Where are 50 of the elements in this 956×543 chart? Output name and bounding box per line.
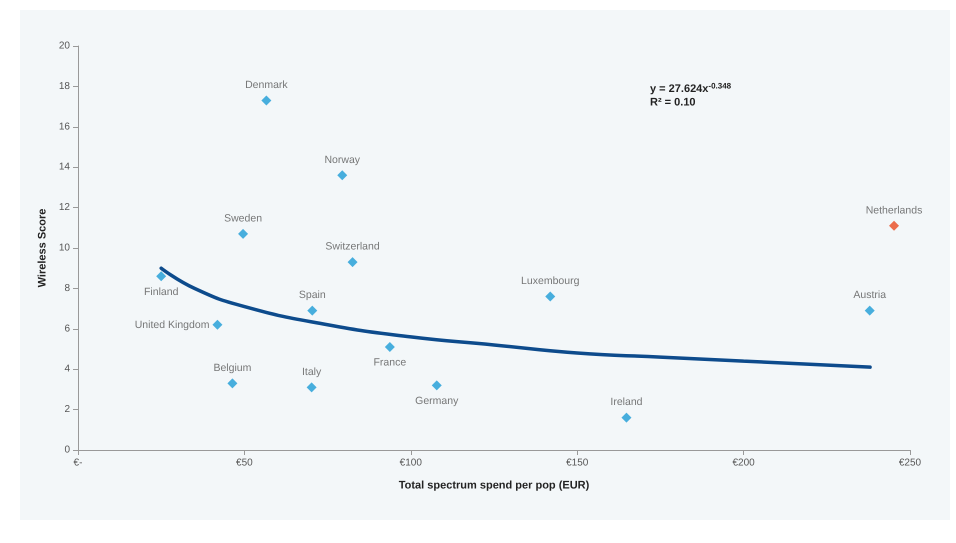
x-axis-title: Total spectrum spend per pop (EUR): [398, 480, 590, 492]
x-tick-label: €50: [236, 458, 254, 468]
point: [432, 380, 442, 390]
y-tick-label: 12: [58, 202, 70, 214]
point: [238, 228, 248, 239]
annotation: Denmark: [245, 79, 288, 92]
point: [337, 170, 348, 180]
point: [227, 378, 238, 388]
y-tick-label: 4: [64, 364, 70, 375]
y-tick-label: 20: [58, 40, 70, 52]
annotation: Sweden: [224, 212, 262, 224]
annotation: Netherlands: [866, 204, 922, 216]
y-tick-label: 14: [58, 162, 70, 173]
y-tick-label: 6: [64, 323, 70, 334]
annotation: R² = 0.10: [650, 96, 696, 108]
annotation: France: [373, 356, 406, 368]
point: [621, 412, 632, 423]
point: [306, 382, 317, 392]
annotation: Ireland: [610, 396, 643, 408]
annotation: Finland: [144, 286, 179, 298]
annotation: Norway: [324, 154, 361, 166]
point: [156, 271, 166, 282]
y-tick-label: 18: [58, 80, 70, 92]
point: [348, 257, 358, 268]
x-tick-label: €100: [400, 458, 422, 468]
annotation: Switzerland: [325, 240, 380, 253]
annotation: Spain: [298, 289, 326, 302]
annotation: United Kingdom: [134, 318, 210, 331]
y-tick-label: 0: [64, 444, 70, 456]
point: [212, 320, 222, 330]
x-tick-label: €200: [732, 458, 756, 468]
y-tick-label: 10: [58, 242, 70, 254]
y-tick-label: 8: [64, 282, 70, 294]
point: [261, 96, 272, 106]
point: [384, 342, 395, 352]
x-tick-label: €-: [74, 458, 82, 468]
point: [864, 306, 875, 316]
y-axis-title: Wireless Score: [36, 208, 48, 288]
x-tick-label: €150: [566, 458, 589, 468]
annotation: Germany: [415, 394, 460, 407]
y-tick-label: 2: [64, 404, 70, 416]
x-tick-label: €250: [898, 458, 922, 468]
annotation: Austria: [853, 289, 886, 302]
annotation: Italy: [302, 366, 322, 378]
y-tick-label: 16: [58, 121, 70, 132]
point: [889, 220, 900, 231]
point: [307, 306, 318, 316]
point: [545, 291, 556, 302]
annotation: Luxembourg: [521, 274, 580, 287]
annotation: Belgium: [213, 362, 252, 374]
